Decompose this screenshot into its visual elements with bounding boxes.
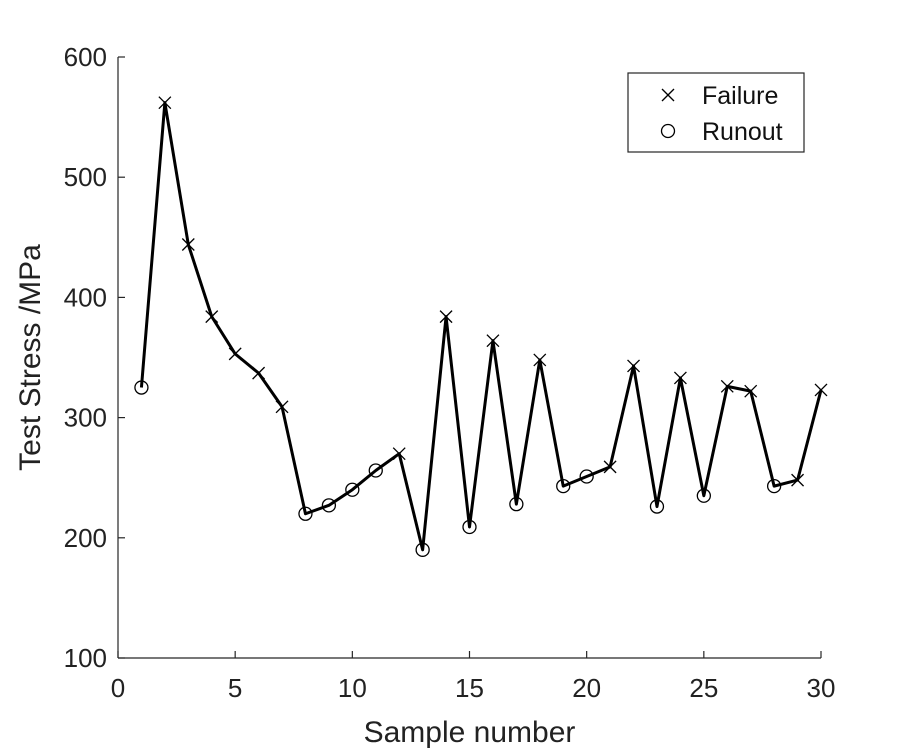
runout-point: [509, 496, 524, 512]
series-line: [139, 101, 823, 552]
runout-point: [134, 380, 149, 395]
failure-point: [533, 353, 547, 367]
series-stress: [134, 96, 828, 557]
y-tick-label: 100: [64, 643, 107, 673]
x-mark-stroke: [252, 366, 266, 380]
x-mark-stroke: [205, 310, 219, 324]
x-tick-label: 5: [228, 673, 242, 703]
legend-circle-icon: [660, 123, 676, 139]
x-mark-stroke: [158, 96, 172, 110]
x-tick-label: 0: [111, 673, 125, 703]
x-mark-stroke: [791, 473, 805, 487]
x-mark-stroke: [814, 383, 828, 397]
runout-point: [579, 469, 594, 484]
failure-point: [486, 334, 500, 348]
runout-point: [556, 478, 571, 494]
failure-point: [791, 473, 805, 487]
x-mark-stroke: [744, 384, 758, 398]
failure-point: [228, 347, 242, 361]
y-tick-label: 600: [64, 42, 107, 72]
runout-point: [415, 542, 430, 557]
failure-point: [744, 384, 758, 398]
legend-x-icon: [661, 88, 675, 102]
x-mark-stroke: [533, 353, 547, 367]
legend: Failure Runout: [627, 72, 805, 153]
x-mark-stroke: [603, 460, 617, 474]
failure-point: [392, 447, 406, 461]
failure-point: [814, 383, 828, 397]
y-tick-label: 400: [64, 282, 107, 312]
x-mark-stroke: [228, 347, 242, 361]
failure-point: [603, 460, 617, 474]
runout-point: [368, 463, 383, 478]
legend-label: Runout: [702, 118, 783, 146]
y-tick-label: 200: [64, 523, 107, 553]
x-mark-stroke: [627, 359, 640, 373]
x-mark-stroke: [275, 400, 289, 414]
x-tick-label: 10: [338, 673, 367, 703]
y-axis-title: Test Stress /MPa: [14, 244, 47, 471]
failure-point: [673, 371, 687, 385]
runout-point: [298, 506, 313, 521]
x-mark-stroke: [661, 88, 675, 102]
runout-point: [345, 482, 360, 497]
runout-point: [649, 499, 665, 514]
failure-point: [181, 238, 195, 251]
failure-point: [275, 400, 289, 414]
x-mark-stroke: [181, 238, 195, 251]
x-mark-stroke: [439, 310, 453, 324]
failure-point: [439, 310, 453, 324]
x-tick-label: 30: [807, 673, 836, 703]
runout-point: [696, 488, 711, 503]
failure-point: [252, 366, 266, 380]
x-mark-stroke: [720, 379, 734, 393]
x-mark-stroke: [486, 334, 500, 348]
failure-point: [158, 96, 172, 110]
y-tick-label: 300: [64, 403, 107, 433]
x-mark-stroke: [673, 371, 687, 385]
x-axis-title: Sample number: [364, 716, 576, 749]
x-mark-stroke: [392, 447, 406, 461]
x-tick-label: 25: [689, 673, 718, 703]
x-tick-label: 20: [572, 673, 601, 703]
runout-point: [321, 498, 337, 513]
y-tick-label: 500: [64, 162, 107, 192]
x-tick-label: 15: [455, 673, 484, 703]
failure-point: [627, 359, 640, 373]
runout-point: [766, 478, 782, 494]
ticks: 0 5 10 15 20 25 30 100 200 300 400 500 600: [64, 42, 836, 703]
runout-point: [462, 519, 477, 535]
failure-point: [205, 310, 219, 324]
legend-box: [627, 72, 805, 153]
legend-label: Failure: [702, 82, 778, 110]
failure-point: [720, 379, 734, 393]
